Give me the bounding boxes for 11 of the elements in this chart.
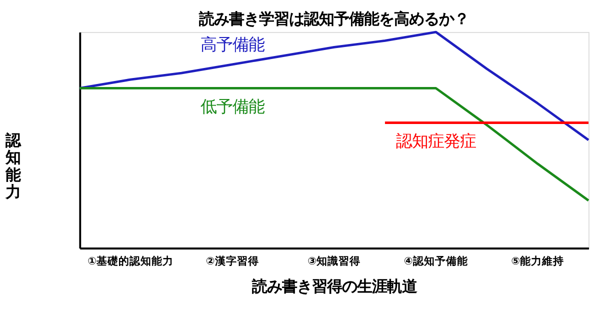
y-axis-title: 認知能力 xyxy=(4,131,22,202)
x-axis-title: 読み書き習得の生涯軌道 xyxy=(251,278,418,296)
chart-title: 読み書き学習は認知予備能を高めるか？ xyxy=(198,10,470,28)
text: ⑤能力維持 xyxy=(511,254,564,268)
text: ④認知予備能 xyxy=(404,254,469,268)
text: ①基礎的認知能力 xyxy=(88,254,174,268)
text: ②漢字習得 xyxy=(206,254,259,268)
series-label: 高予備能 xyxy=(200,35,264,54)
series-label: 認知症発症 xyxy=(396,132,476,151)
series-label: 低予備能 xyxy=(200,97,264,116)
text: ③知識習得 xyxy=(308,254,361,268)
